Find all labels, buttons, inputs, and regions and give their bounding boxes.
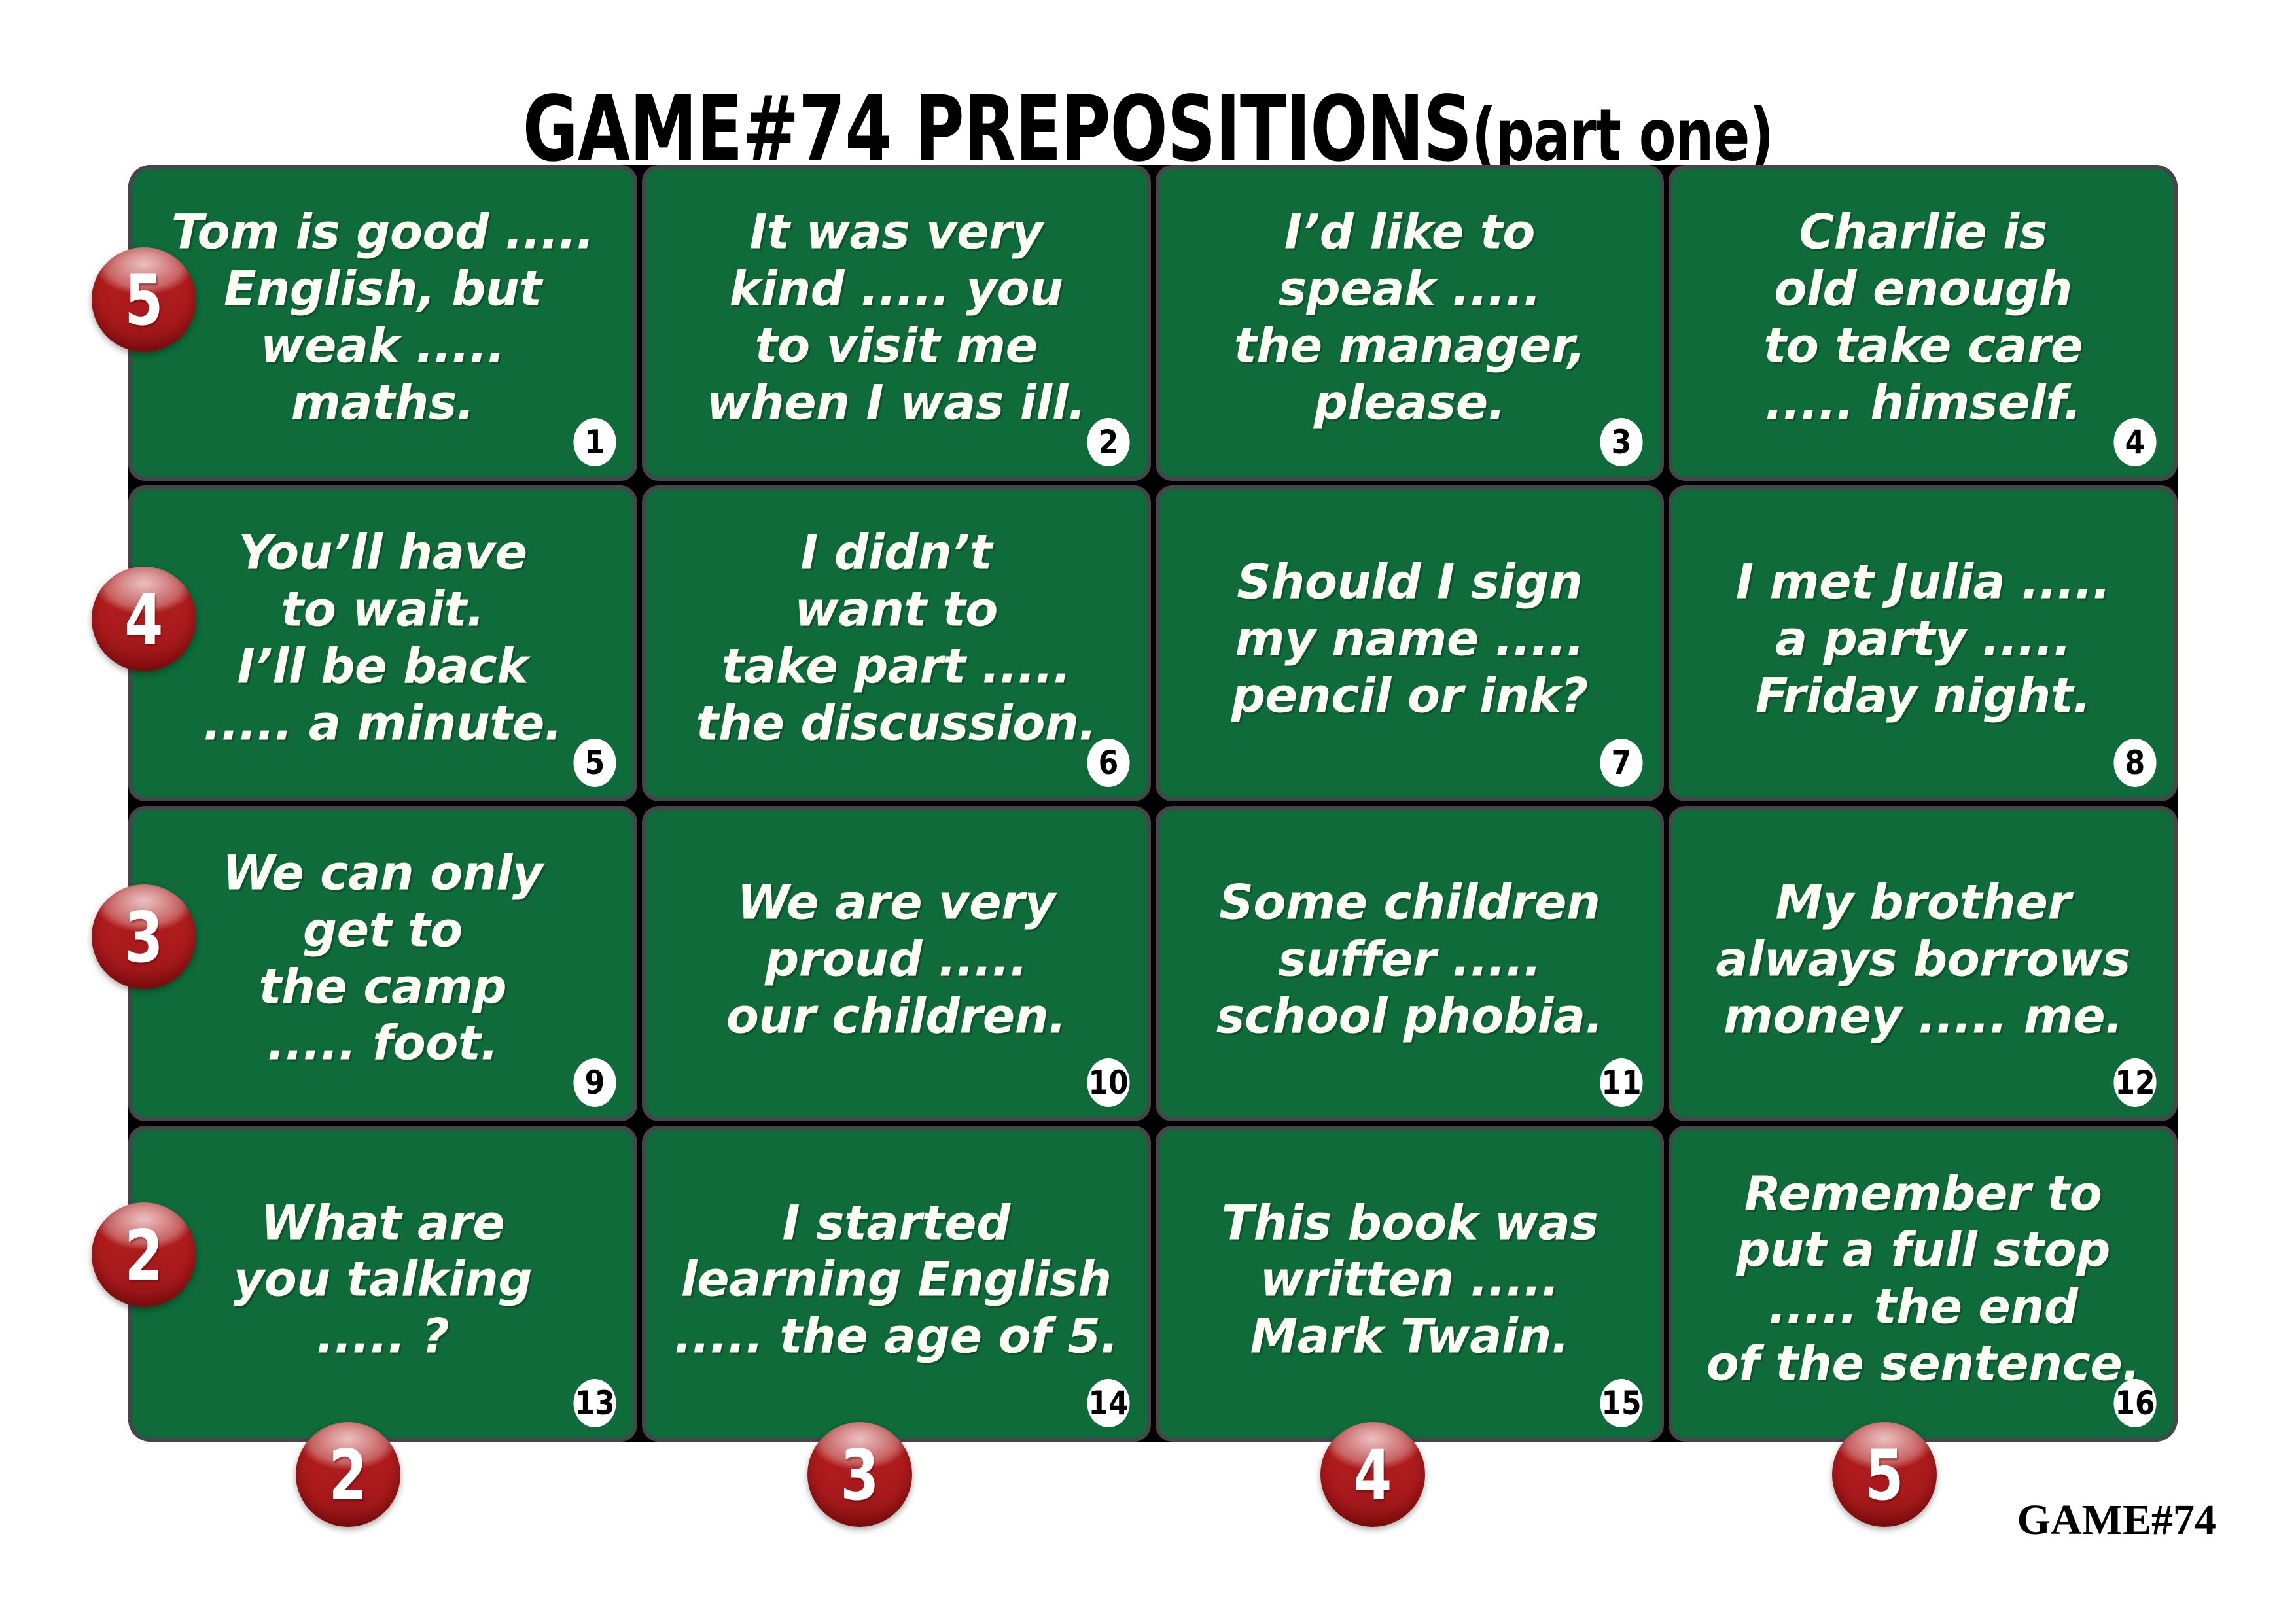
row-marker-value: 2 xyxy=(124,1215,164,1296)
question-text: Some children suffer ..... school phobia… xyxy=(1216,875,1604,1045)
question-card[interactable]: I’d like to speak ..... the manager, ple… xyxy=(1155,165,1665,481)
card-index-badge: 14 xyxy=(1086,1379,1130,1427)
row-marker-value: 5 xyxy=(124,260,164,341)
card-index-badge: 5 xyxy=(573,738,616,787)
question-card[interactable]: What are you talking ..... ? 13 xyxy=(128,1126,637,1442)
card-index-badge: 3 xyxy=(1600,417,1643,466)
card-index-badge: 10 xyxy=(1086,1058,1130,1108)
question-card[interactable]: Should I sign my name ..... pencil or in… xyxy=(1155,485,1665,801)
column-marker-value: 4 xyxy=(1353,1435,1392,1516)
question-card[interactable]: This book was written ..... Mark Twain. … xyxy=(1155,1126,1665,1442)
column-marker-value: 2 xyxy=(328,1435,368,1516)
card-index-badge: 6 xyxy=(1086,738,1130,787)
question-text: My brother always borrows money ..... me… xyxy=(1716,875,2130,1045)
question-card[interactable]: I didn’t want to take part ..... the dis… xyxy=(641,485,1151,801)
question-text: Tom is good ..... English, but weak ....… xyxy=(171,204,595,431)
column-marker-value: 5 xyxy=(1865,1435,1904,1516)
card-index-badge: 2 xyxy=(1086,417,1130,466)
page-title-suffix: (part one) xyxy=(1472,94,1774,178)
question-card[interactable]: My brother always borrows money ..... me… xyxy=(1669,805,2178,1122)
page-title: GAME#74 PREPOSITIONS(part one) xyxy=(46,77,2250,182)
card-index-badge: 8 xyxy=(2113,738,2157,787)
question-text: We are very proud ..... our children. xyxy=(726,875,1067,1045)
row-marker-value: 4 xyxy=(124,580,164,660)
card-index-badge: 1 xyxy=(573,417,616,466)
question-card[interactable]: Charlie is old enough to take care .....… xyxy=(1669,165,2178,481)
column-marker-ball[interactable]: 4 xyxy=(1320,1422,1425,1527)
card-index-badge: 11 xyxy=(1600,1058,1643,1108)
question-text: I didn’t want to take part ..... the dis… xyxy=(696,525,1097,752)
question-text: I’d like to speak ..... the manager, ple… xyxy=(1233,204,1586,431)
question-text: Remember to put a full stop ..... the en… xyxy=(1706,1165,2140,1392)
column-marker-ball[interactable]: 5 xyxy=(1832,1422,1937,1527)
question-text: Charlie is old enough to take care .....… xyxy=(1763,204,2083,431)
question-text: It was very kind ..... you to visit me w… xyxy=(706,204,1086,431)
question-text: Should I sign my name ..... pencil or in… xyxy=(1231,554,1588,724)
row-marker-ball[interactable]: 4 xyxy=(92,567,196,671)
question-card[interactable]: It was very kind ..... you to visit me w… xyxy=(641,165,1151,481)
card-index-badge: 7 xyxy=(1600,738,1643,787)
question-card[interactable]: Tom is good ..... English, but weak ....… xyxy=(128,165,637,481)
game-footer-label: GAME#74 xyxy=(2017,1496,2216,1544)
question-text: I met Julia ..... a party ..... Friday n… xyxy=(1735,554,2111,724)
question-text: What are you talking ..... ? xyxy=(233,1195,533,1365)
row-marker-ball[interactable]: 5 xyxy=(92,247,196,352)
question-card[interactable]: I met Julia ..... a party ..... Friday n… xyxy=(1669,485,2178,801)
row-marker-ball[interactable]: 2 xyxy=(92,1202,196,1307)
question-text: We can only get to the camp ..... foot. xyxy=(222,845,543,1072)
row-marker-value: 3 xyxy=(124,898,164,978)
question-card[interactable]: Some children suffer ..... school phobia… xyxy=(1155,805,1665,1122)
card-index-badge: 12 xyxy=(2113,1058,2157,1108)
card-index-badge: 16 xyxy=(2113,1379,2157,1427)
row-marker-ball[interactable]: 3 xyxy=(92,884,196,989)
card-index-badge: 15 xyxy=(1600,1379,1643,1427)
column-marker-ball[interactable]: 3 xyxy=(807,1422,912,1527)
question-text: This book was written ..... Mark Twain. xyxy=(1221,1195,1598,1365)
column-marker-ball[interactable]: 2 xyxy=(296,1422,400,1527)
game-board: Tom is good ..... English, but weak ....… xyxy=(128,165,2178,1442)
question-card[interactable]: Remember to put a full stop ..... the en… xyxy=(1669,1126,2178,1442)
card-index-badge: 4 xyxy=(2113,417,2157,466)
column-marker-value: 3 xyxy=(840,1435,879,1516)
page-title-main: GAME#74 PREPOSITIONS xyxy=(522,77,1472,182)
question-text: You’ll have to wait. I’ll be back ..... … xyxy=(203,525,563,752)
card-index-badge: 13 xyxy=(573,1379,616,1427)
question-card[interactable]: I started learning English ..... the age… xyxy=(641,1126,1151,1442)
question-text: I started learning English ..... the age… xyxy=(674,1195,1118,1365)
card-index-badge: 9 xyxy=(573,1058,616,1108)
question-card[interactable]: We are very proud ..... our children. 10 xyxy=(641,805,1151,1122)
question-card[interactable]: You’ll have to wait. I’ll be back ..... … xyxy=(128,485,637,801)
question-card[interactable]: We can only get to the camp ..... foot. … xyxy=(128,805,637,1122)
